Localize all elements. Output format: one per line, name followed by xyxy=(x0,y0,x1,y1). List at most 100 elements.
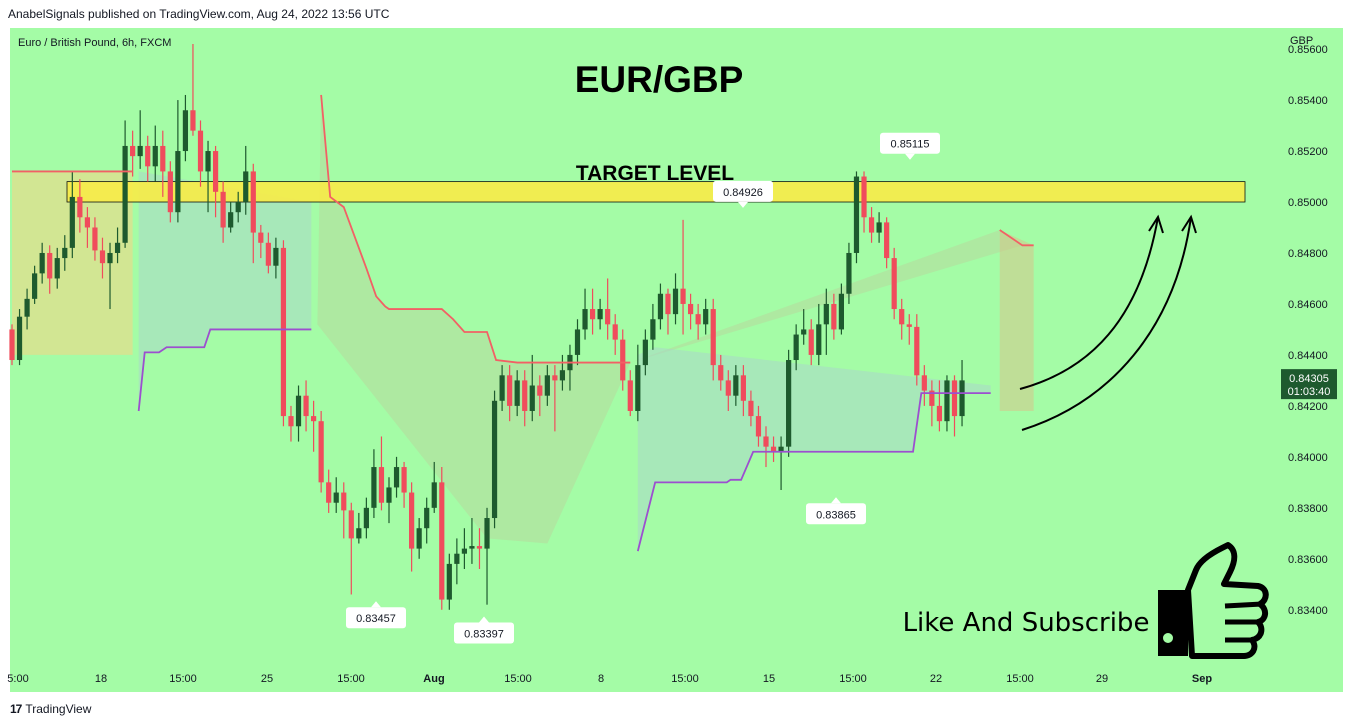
candle-body xyxy=(84,217,90,228)
y-tick-label: 0.85400 xyxy=(1288,95,1328,107)
candle-body xyxy=(152,145,158,167)
x-tick-label: 15:00 xyxy=(1006,673,1034,685)
candle-body xyxy=(891,258,897,310)
candle-body xyxy=(929,390,935,406)
candle-body xyxy=(657,293,664,320)
candle-body xyxy=(175,151,181,213)
candle-body xyxy=(605,309,611,325)
x-tick-label: 5:00 xyxy=(7,673,28,685)
x-tick-label: Sep xyxy=(1192,673,1212,685)
candle-body xyxy=(627,380,633,411)
y-tick-label: 0.83800 xyxy=(1288,503,1328,515)
projection-arrow xyxy=(1021,216,1192,431)
candle-body xyxy=(823,303,829,325)
candle-body xyxy=(326,482,332,503)
candle-body xyxy=(740,375,746,401)
candle-body xyxy=(9,329,15,361)
candle-body xyxy=(32,273,38,299)
candle-body xyxy=(778,446,784,452)
candle-body xyxy=(529,385,535,411)
y-tick-label: 0.83400 xyxy=(1288,605,1328,617)
candle-body xyxy=(197,130,204,172)
price-callout-pointer xyxy=(371,601,381,608)
y-tick-label: 0.85600 xyxy=(1288,44,1328,56)
candle-body xyxy=(182,110,189,152)
candle-body xyxy=(348,510,354,539)
candle-body xyxy=(190,110,196,131)
candle-body xyxy=(831,303,837,330)
candle-body xyxy=(838,293,844,330)
x-tick-label: 15:00 xyxy=(839,673,867,685)
candle-body xyxy=(228,212,234,228)
resistance-line xyxy=(999,229,1034,247)
candle-body xyxy=(688,303,694,315)
candle-body xyxy=(597,309,603,320)
candles xyxy=(9,44,965,610)
tradingview-footer[interactable]: 17 TradingView xyxy=(10,702,91,716)
like-subscribe-text: Like And Subscribe xyxy=(903,608,1150,638)
tradingview-logo-icon: 17 xyxy=(10,702,22,716)
candle-body xyxy=(341,492,347,511)
y-tick-label: 0.85200 xyxy=(1288,146,1328,158)
price-callout-text: 0.85115 xyxy=(891,139,930,151)
candle-body xyxy=(484,518,490,549)
candle-body xyxy=(160,145,166,172)
candle-body xyxy=(62,247,68,259)
candle-body xyxy=(476,546,483,549)
candle-body xyxy=(514,380,520,406)
candle-body xyxy=(876,222,882,233)
candle-body xyxy=(416,528,422,549)
candle-body xyxy=(589,309,596,320)
resistance-line xyxy=(320,94,631,364)
candle-body xyxy=(311,416,317,422)
candle-body xyxy=(258,232,264,243)
chart-title: EUR/GBP xyxy=(575,59,744,100)
price-callout-pointer xyxy=(831,497,841,504)
x-tick-label: 18 xyxy=(95,673,107,685)
price-callout-pointer xyxy=(905,153,915,160)
x-tick-label: Aug xyxy=(423,673,444,685)
candle-body xyxy=(409,492,415,549)
candle-body xyxy=(914,326,920,376)
thumbs-up-icon xyxy=(1158,542,1269,659)
candle-body xyxy=(770,446,777,452)
candle-body xyxy=(145,145,151,167)
price-labels: 0.85115 0.84926 0.83865 0.83457 0.83397 xyxy=(346,132,940,644)
x-tick-label: 15:00 xyxy=(671,673,699,685)
candle-body xyxy=(363,507,369,529)
y-tick-label: 0.84800 xyxy=(1288,248,1328,260)
last-price-value: 0.84305 xyxy=(1289,373,1329,385)
axes: 0.85600 0.85400 0.85200 0.85000 0.84800 0.846… xyxy=(7,44,1337,685)
support-line xyxy=(636,392,991,552)
y-tick-label: 0.84200 xyxy=(1288,401,1328,413)
candle-body xyxy=(280,247,287,417)
range-zone xyxy=(637,347,991,552)
candle-body xyxy=(318,421,324,483)
x-tick-label: 15:00 xyxy=(504,673,532,685)
candle-body xyxy=(959,380,965,417)
candle-body xyxy=(356,528,362,539)
thumb-cuff xyxy=(1158,590,1188,656)
candle-body xyxy=(853,176,860,253)
x-tick-label: 15 xyxy=(763,673,775,685)
symbol-line: Euro / British Pound, 6h, FXCM xyxy=(18,37,171,49)
price-callout-box xyxy=(454,622,514,644)
candle-body xyxy=(748,400,754,417)
target-zone xyxy=(66,181,1246,203)
candle-body xyxy=(333,492,339,503)
tradingview-brand: TradingView xyxy=(25,702,92,716)
y-tick-label: 0.83600 xyxy=(1288,554,1328,566)
candle-body xyxy=(507,375,513,406)
y-tick-label: 0.84600 xyxy=(1288,299,1328,311)
candle-body xyxy=(122,145,128,243)
y-tick-label: 0.84400 xyxy=(1288,350,1328,362)
price-callout: 0.83397 xyxy=(454,616,514,644)
candle-body xyxy=(816,324,822,355)
candle-body xyxy=(393,467,400,488)
candle-body xyxy=(167,171,173,213)
candle-body xyxy=(695,314,701,325)
candle-body xyxy=(243,171,249,203)
range-zone xyxy=(138,171,312,411)
candle-body xyxy=(755,416,762,437)
